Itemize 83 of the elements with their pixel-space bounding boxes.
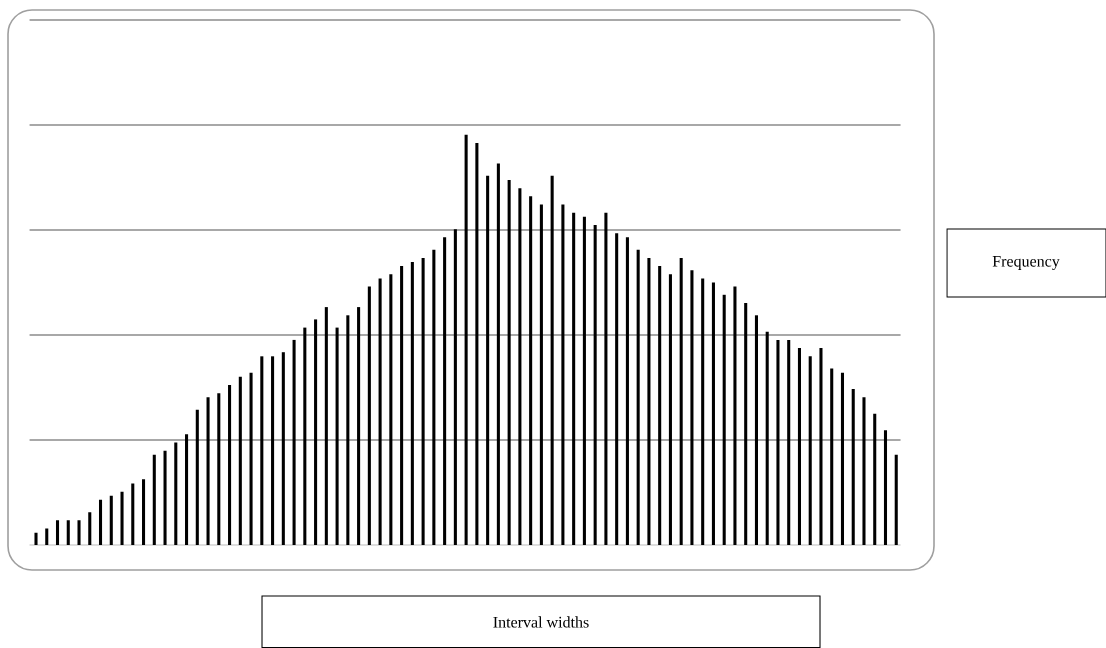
bar — [249, 372, 253, 545]
bar — [346, 315, 350, 545]
bar — [152, 454, 156, 545]
bar — [679, 257, 683, 545]
bar — [443, 237, 447, 545]
bar — [604, 212, 608, 545]
bar — [625, 237, 629, 545]
text: Frequency — [992, 256, 1060, 270]
bar — [142, 479, 146, 545]
bar — [410, 261, 414, 545]
bar — [647, 257, 651, 545]
bar — [206, 397, 210, 545]
bar — [281, 352, 285, 545]
bar — [475, 143, 479, 545]
bar — [840, 372, 845, 545]
bar — [34, 532, 38, 545]
bar — [453, 229, 457, 545]
bar — [400, 266, 404, 545]
bar — [851, 389, 855, 545]
bar — [615, 233, 619, 545]
bar — [668, 274, 672, 545]
bar — [862, 397, 866, 545]
bar — [894, 454, 898, 545]
bar — [260, 356, 264, 545]
bar — [787, 339, 791, 545]
bar — [303, 327, 307, 545]
bar — [561, 204, 565, 545]
bar — [77, 520, 81, 545]
bar — [776, 339, 780, 545]
bar — [109, 495, 113, 545]
bar — [378, 278, 382, 545]
bar — [195, 409, 199, 545]
bar — [744, 302, 748, 545]
bar — [819, 348, 823, 545]
bar — [711, 282, 715, 545]
x-axis-title: Interval widths — [493, 616, 589, 628]
bar — [883, 430, 888, 545]
bar — [797, 348, 801, 545]
bar — [518, 188, 522, 545]
bar — [120, 491, 124, 545]
bar — [228, 385, 232, 545]
bar — [163, 450, 167, 545]
bar — [324, 307, 328, 545]
bar — [367, 286, 371, 545]
bar — [55, 520, 60, 545]
bar — [185, 434, 189, 545]
bar — [88, 512, 92, 545]
bar — [808, 356, 812, 545]
bar — [389, 274, 393, 545]
bar — [357, 307, 361, 545]
bar — [292, 339, 296, 545]
bar — [636, 249, 640, 545]
bar — [582, 216, 586, 545]
bar — [66, 520, 70, 545]
bar — [131, 483, 135, 545]
bar — [701, 278, 705, 545]
bar — [733, 286, 737, 545]
bar — [593, 225, 597, 545]
bar — [432, 249, 436, 545]
bar — [690, 270, 694, 545]
bar — [754, 315, 758, 545]
bar — [765, 331, 769, 545]
bar — [174, 442, 178, 545]
bar — [98, 499, 103, 545]
bar — [486, 175, 490, 545]
bar — [45, 528, 49, 545]
bar — [722, 294, 726, 545]
bar — [496, 163, 500, 545]
bar — [464, 134, 468, 545]
bar — [539, 204, 543, 545]
bar — [271, 356, 275, 545]
bar — [830, 368, 834, 545]
bar — [572, 212, 576, 545]
bar — [335, 327, 339, 545]
bar — [529, 196, 533, 545]
bar — [507, 179, 511, 545]
bar — [873, 413, 877, 545]
bar — [217, 393, 221, 545]
bar — [238, 376, 242, 545]
bar — [421, 257, 425, 545]
bar — [314, 319, 318, 545]
bar — [658, 266, 662, 545]
bar — [550, 175, 554, 545]
